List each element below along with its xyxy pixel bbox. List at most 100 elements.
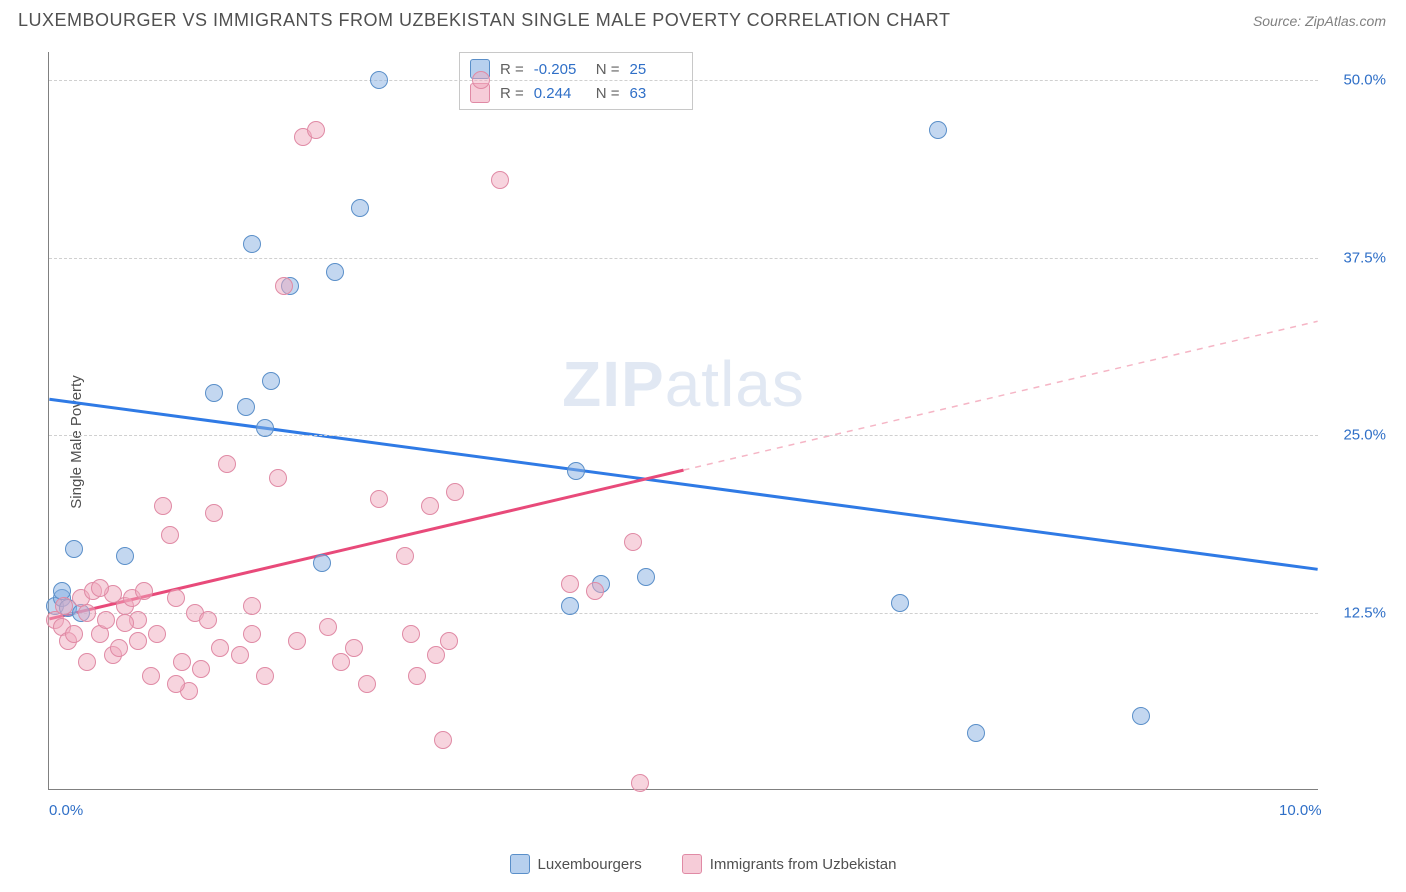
r-label: R = [500, 85, 524, 102]
chart-title: LUXEMBOURGER VS IMMIGRANTS FROM UZBEKIST… [18, 10, 950, 31]
data-point [561, 597, 579, 615]
xtick-label: 0.0% [49, 802, 83, 819]
data-point [434, 731, 452, 749]
legend-item-pink: Immigrants from Uzbekistan [682, 854, 897, 874]
data-point [65, 625, 83, 643]
gridline [49, 435, 1318, 436]
swatch-pink-icon [682, 854, 702, 874]
data-point [326, 263, 344, 281]
regression-lines [49, 52, 1318, 789]
data-point [624, 533, 642, 551]
data-point [396, 547, 414, 565]
data-point [319, 618, 337, 636]
legend-stats-row-pink: R = 0.244 N = 63 [470, 81, 682, 105]
n-value-blue: 25 [630, 61, 682, 78]
n-label: N = [596, 61, 620, 78]
data-point [586, 582, 604, 600]
data-point [65, 540, 83, 558]
data-point [561, 575, 579, 593]
gridline [49, 80, 1318, 81]
data-point [161, 526, 179, 544]
data-point [154, 497, 172, 515]
ytick-label: 25.0% [1326, 427, 1386, 444]
legend-label-blue: Luxembourgers [538, 856, 642, 873]
data-point [237, 398, 255, 416]
data-point [55, 597, 73, 615]
data-point [421, 497, 439, 515]
data-point [1132, 707, 1150, 725]
data-point [91, 579, 109, 597]
watermark-atlas: atlas [665, 348, 805, 420]
data-point [231, 646, 249, 664]
data-point [116, 547, 134, 565]
n-value-pink: 63 [630, 85, 682, 102]
ytick-label: 12.5% [1326, 604, 1386, 621]
data-point [262, 372, 280, 390]
data-point [408, 667, 426, 685]
data-point [567, 462, 585, 480]
legend-stats-row-blue: R = -0.205 N = 25 [470, 57, 682, 81]
xtick-label: 10.0% [1279, 802, 1322, 819]
data-point [491, 171, 509, 189]
data-point [218, 455, 236, 473]
data-point [288, 632, 306, 650]
data-point [173, 653, 191, 671]
data-point [891, 594, 909, 612]
data-point [256, 419, 274, 437]
data-point [211, 639, 229, 657]
data-point [275, 277, 293, 295]
data-point [199, 611, 217, 629]
bottom-legend: Luxembourgers Immigrants from Uzbekistan [0, 854, 1406, 874]
data-point [402, 625, 420, 643]
data-point [167, 589, 185, 607]
data-point [358, 675, 376, 693]
chart-header: LUXEMBOURGER VS IMMIGRANTS FROM UZBEKIST… [0, 0, 1406, 41]
data-point [78, 653, 96, 671]
data-point [440, 632, 458, 650]
data-point [243, 625, 261, 643]
data-point [472, 71, 490, 89]
data-point [135, 582, 153, 600]
data-point [351, 199, 369, 217]
chart-container: Single Male Poverty ZIPatlas R = -0.205 … [48, 52, 1386, 832]
data-point [142, 667, 160, 685]
data-point [313, 554, 331, 572]
data-point [332, 653, 350, 671]
data-point [110, 639, 128, 657]
plot-area: ZIPatlas R = -0.205 N = 25 R = 0.244 N =… [48, 52, 1318, 790]
data-point [370, 71, 388, 89]
data-point [205, 504, 223, 522]
gridline [49, 613, 1318, 614]
data-point [243, 597, 261, 615]
data-point [129, 632, 147, 650]
swatch-blue-icon [510, 854, 530, 874]
legend-label-pink: Immigrants from Uzbekistan [710, 856, 897, 873]
data-point [256, 667, 274, 685]
data-point [148, 625, 166, 643]
data-point [427, 646, 445, 664]
data-point [78, 604, 96, 622]
data-point [205, 384, 223, 402]
data-point [446, 483, 464, 501]
gridline [49, 258, 1318, 259]
data-point [167, 675, 185, 693]
data-point [929, 121, 947, 139]
watermark-zip: ZIP [562, 348, 665, 420]
watermark: ZIPatlas [562, 347, 805, 421]
data-point [307, 121, 325, 139]
data-point [116, 614, 134, 632]
data-point [637, 568, 655, 586]
ytick-label: 37.5% [1326, 249, 1386, 266]
data-point [345, 639, 363, 657]
data-point [967, 724, 985, 742]
data-point [243, 235, 261, 253]
data-point [97, 611, 115, 629]
r-value-blue: -0.205 [534, 61, 586, 78]
data-point [192, 660, 210, 678]
r-value-pink: 0.244 [534, 85, 586, 102]
ytick-label: 50.0% [1326, 72, 1386, 89]
r-label: R = [500, 61, 524, 78]
source-attribution: Source: ZipAtlas.com [1253, 13, 1386, 29]
data-point [631, 774, 649, 792]
data-point [269, 469, 287, 487]
